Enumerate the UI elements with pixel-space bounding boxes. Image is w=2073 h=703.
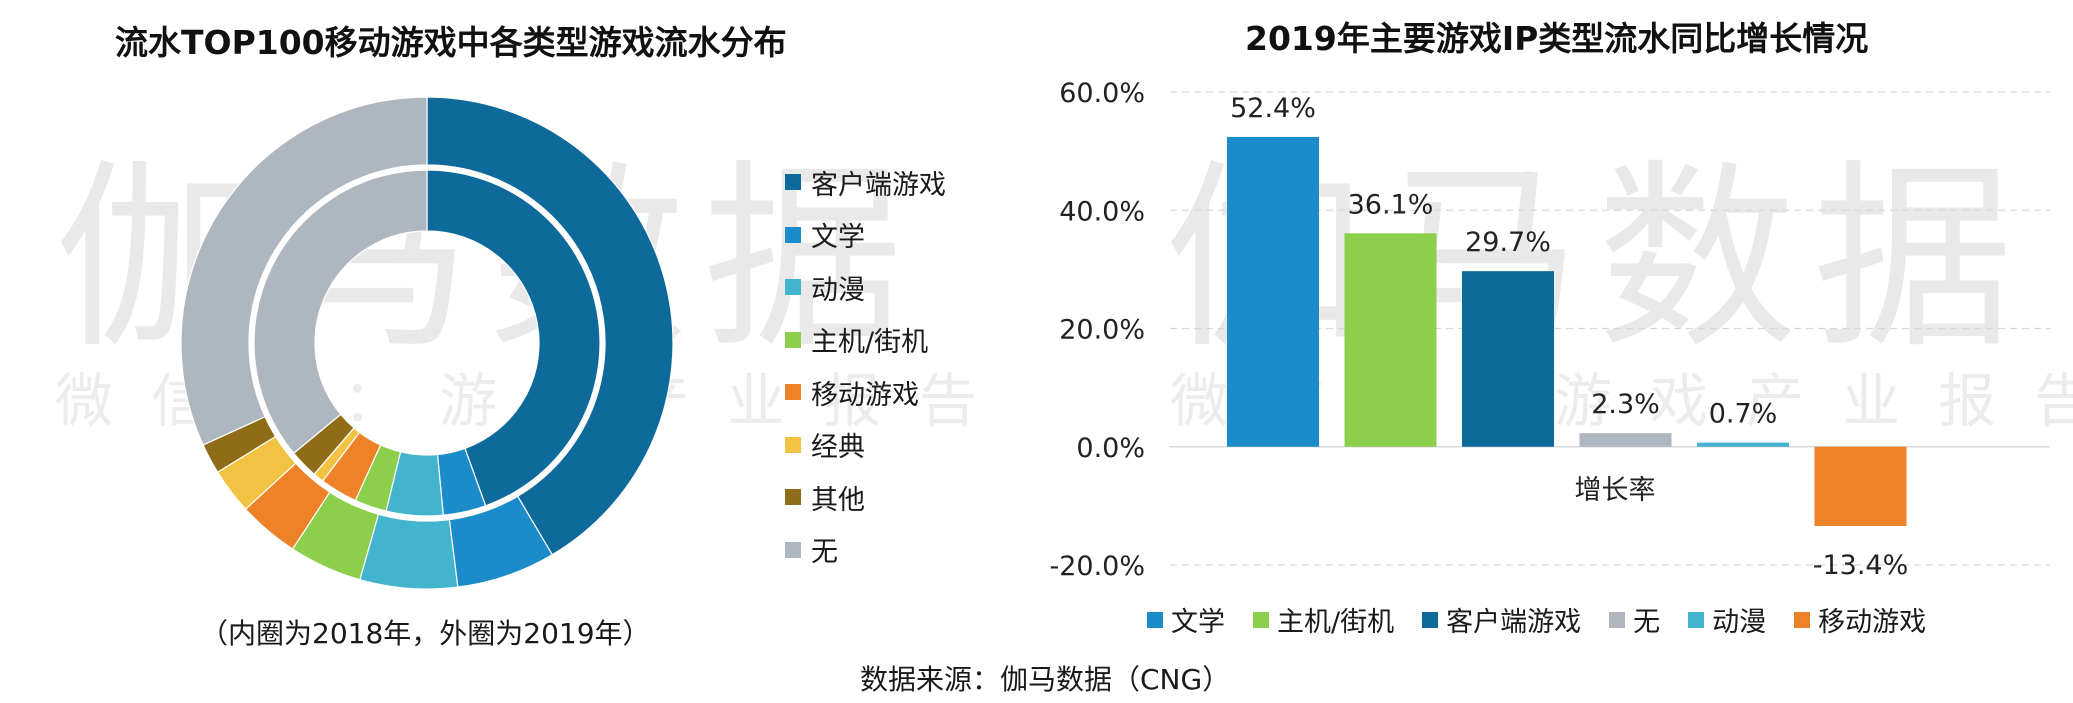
bar-legend-item: 文学 (1147, 600, 1225, 639)
donut-inner-slice-0 (426, 169, 601, 507)
legend-swatch (785, 436, 801, 453)
bar (1227, 136, 1319, 447)
legend-swatch (785, 279, 801, 296)
data-source: 数据来源：伽马数据（CNG） (860, 663, 1231, 696)
donut-note: （内圈为2018年，外圈为2019年） (200, 617, 651, 650)
legend-label: 主机/街机 (811, 327, 929, 359)
legend-label: 移动游戏 (811, 379, 919, 411)
legend-label: 文学 (811, 222, 865, 254)
legend-swatch (1147, 611, 1163, 628)
legend-label: 文学 (1171, 607, 1225, 638)
bar (1344, 233, 1437, 447)
legend-swatch (785, 541, 801, 558)
donut-legend-item: 文学 (785, 209, 946, 262)
bar-value-label: -13.4% (1813, 550, 1909, 581)
legend-label: 经典 (811, 432, 865, 464)
donut-chart (180, 96, 674, 590)
bar (1697, 442, 1789, 447)
x-axis-label: 增长率 (1575, 475, 1656, 506)
legend-label: 无 (1633, 607, 1661, 638)
bar-legend: 文学 主机/街机 客户端游戏 无 动漫 移动游戏 (1147, 600, 1954, 639)
legend-label: 其他 (811, 484, 865, 516)
donut-legend-item: 经典 (785, 419, 946, 472)
legend-swatch (1609, 611, 1626, 628)
bar (1462, 271, 1554, 447)
legend-label: 动漫 (1712, 607, 1767, 638)
bar-value-label: 0.7% (1709, 399, 1778, 430)
donut-legend-item: 动漫 (785, 261, 946, 314)
legend-label: 主机/街机 (1277, 607, 1395, 638)
legend-label: 无 (811, 537, 838, 569)
donut-legend-item: 移动游戏 (785, 366, 946, 419)
donut-ring-separator (249, 165, 605, 521)
y-tick-label: -20.0% (1049, 551, 1145, 582)
legend-swatch (785, 331, 801, 348)
donut-legend: 客户端游戏文学动漫主机/街机移动游戏经典其他无 (785, 156, 946, 576)
legend-swatch (1688, 611, 1705, 628)
donut-legend-item: 主机/街机 (785, 314, 946, 367)
y-tick-label: 40.0% (1059, 196, 1145, 227)
bar-legend-item: 动漫 (1688, 600, 1766, 639)
y-tick-label: 60.0% (1059, 78, 1145, 109)
bar-value-label: 36.1% (1348, 189, 1434, 220)
donut-legend-item: 客户端游戏 (785, 156, 946, 209)
bar-value-label: 29.7% (1465, 227, 1551, 258)
bar-chart: 60.0% 40.0% 20.0% 0.0% -20.0% 52.4% 36.1% 29.7%… (1049, 78, 2050, 582)
legend-label: 客户端游戏 (811, 169, 946, 201)
bar-legend-item: 客户端游戏 (1422, 600, 1581, 639)
legend-label: 动漫 (811, 274, 865, 306)
legend-label: 客户端游戏 (1446, 607, 1582, 638)
legend-label: 移动游戏 (1818, 607, 1927, 638)
bar (1579, 433, 1672, 447)
legend-swatch (785, 384, 801, 401)
legend-swatch (1422, 611, 1439, 628)
donut-legend-item: 无 (785, 524, 946, 577)
y-tick-label: 0.0% (1076, 433, 1145, 464)
bar-value-label: 52.4% (1230, 93, 1316, 124)
y-tick-label: 20.0% (1059, 315, 1145, 346)
donut-legend-item: 其他 (785, 471, 946, 524)
bar-legend-item: 移动游戏 (1794, 600, 1926, 639)
legend-swatch (1794, 611, 1811, 628)
bar-value-label: 2.3% (1591, 389, 1660, 420)
bar-legend-item: 无 (1609, 600, 1660, 639)
legend-swatch (785, 174, 801, 191)
bar (1814, 446, 1907, 526)
donut-inner-slice-7 (253, 169, 428, 455)
bar-legend-item: 主机/街机 (1253, 600, 1394, 639)
watermark-sub-right: 微信号：游戏产业报告 (1170, 367, 2073, 435)
bar-title: 2019年主要游戏IP类型流水同比增长情况 (1245, 19, 1869, 58)
legend-swatch (785, 226, 801, 243)
legend-swatch (1253, 611, 1269, 628)
donut-title: 流水TOP100移动游戏中各类型游戏流水分布 (115, 23, 787, 62)
legend-swatch (785, 489, 801, 506)
